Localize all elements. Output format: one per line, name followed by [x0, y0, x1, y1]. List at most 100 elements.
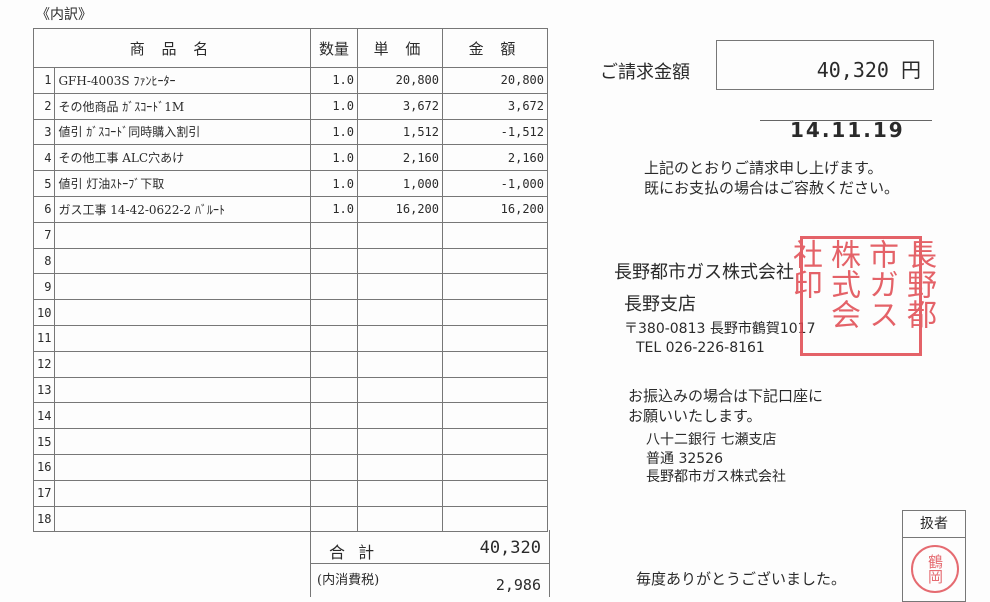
- row-number: 16: [32, 453, 56, 481]
- item-amount: 3,672: [442, 92, 548, 120]
- item-name: [54, 479, 311, 507]
- item-name: [54, 247, 311, 275]
- item-amount: [442, 273, 548, 301]
- row-number: 4: [32, 144, 56, 172]
- item-price: [357, 247, 443, 275]
- tel: TEL 026-226-8161: [636, 340, 765, 356]
- row-number: 5: [32, 170, 56, 197]
- bank-name: 八十二銀行 七瀬支店: [646, 432, 777, 448]
- row-number: 14: [32, 402, 56, 430]
- item-qty: [310, 221, 358, 249]
- item-price: [357, 221, 443, 249]
- item-qty: 1.0: [310, 67, 358, 94]
- item-amount: -1,000: [442, 170, 548, 197]
- table-row: 3 値引 ｶﾞｽｺｰﾄﾞ同時購入割引 1.0 1,512 -1,512: [32, 118, 548, 146]
- table-row: 13: [32, 376, 548, 404]
- row-number: 12: [32, 350, 56, 378]
- row-number: 18: [32, 505, 56, 533]
- handler-seal: 鶴岡: [911, 545, 959, 593]
- table-row: 14: [32, 402, 548, 430]
- transfer-line: お願いいたします。: [628, 407, 762, 425]
- item-price: 2,160: [357, 144, 443, 172]
- row-number: 13: [32, 376, 56, 404]
- item-price: [357, 273, 443, 301]
- item-qty: 1.0: [310, 144, 358, 172]
- item-price: 1,512: [357, 118, 443, 146]
- total-label: 合 計: [329, 543, 379, 562]
- item-qty: 1.0: [310, 170, 358, 197]
- table-row: 2 その他商品 ｶﾞｽｺｰﾄﾞ1M 1.0 3,672 3,672: [32, 92, 548, 120]
- message-line: 上記のとおりご請求申し上げます。: [644, 159, 883, 177]
- section-title: 《内訳》: [36, 7, 92, 23]
- item-price: [357, 376, 443, 404]
- table-row: 4 その他工事 ALC穴あけ 1.0 2,160 2,160: [32, 144, 548, 172]
- item-amount: 20,800: [442, 67, 548, 94]
- item-qty: 1.0: [310, 92, 358, 120]
- item-price: [357, 299, 443, 326]
- company-seal: 長野都市ガス株式会社印: [787, 236, 936, 356]
- item-amount: [442, 505, 548, 533]
- item-amount: [442, 324, 548, 352]
- item-amount: [442, 376, 548, 404]
- row-number: 9: [32, 273, 56, 301]
- header-qty: 数量: [310, 28, 358, 68]
- transfer-line: お振込みの場合は下記口座に: [628, 387, 824, 405]
- row-number: 15: [32, 428, 56, 455]
- item-price: [357, 505, 443, 533]
- table-row: 5 値引 灯油ｽﾄｰﾌﾞ下取 1.0 1,000 -1,000: [32, 170, 548, 197]
- row-number: 1: [32, 67, 56, 94]
- table-header: 商 品 名 数量 単 価 金 額: [33, 28, 548, 68]
- item-name: [54, 324, 311, 352]
- detail-table: 商 品 名 数量 単 価 金 額 1 GFH-4003S ﾌｧﾝﾋｰﾀｰ 1.0 20…: [32, 28, 548, 533]
- table-row: 16: [32, 453, 548, 481]
- item-qty: [310, 505, 358, 533]
- invoice-label: ご請求金額: [600, 62, 690, 83]
- closing: 毎度ありがとうございました。: [636, 570, 847, 588]
- item-amount: [442, 221, 548, 249]
- row-number: 8: [32, 247, 56, 275]
- item-price: 20,800: [357, 67, 443, 94]
- header-amount: 金 額: [442, 28, 548, 68]
- item-name: その他工事 ALC穴あけ: [54, 144, 311, 172]
- item-name: [54, 221, 311, 249]
- row-number: 2: [32, 92, 56, 120]
- item-name: [54, 505, 311, 533]
- branch-name: 長野支店: [624, 294, 696, 315]
- item-name: ガス工事 14-42-0622-2 ﾊﾞﾙｰﾄ: [54, 195, 311, 223]
- row-number: 6: [32, 195, 56, 223]
- tax-value: 2,986: [495, 576, 541, 594]
- item-qty: [310, 402, 358, 430]
- item-qty: [310, 453, 358, 481]
- item-name: [54, 350, 311, 378]
- message: 上記のとおりご請求申し上げます。 既にお支払の場合はご容赦ください。: [644, 158, 899, 198]
- item-price: 16,200: [357, 195, 443, 223]
- item-qty: 1.0: [310, 118, 358, 146]
- item-qty: 1.0: [310, 195, 358, 223]
- header-name: 商 品 名: [33, 28, 311, 68]
- table-row: 11: [32, 324, 548, 352]
- row-number: 17: [32, 479, 56, 507]
- item-price: [357, 324, 443, 352]
- item-name: [54, 273, 311, 301]
- table-row: 8: [32, 247, 548, 275]
- item-name: [54, 402, 311, 430]
- item-amount: [442, 428, 548, 455]
- table-row: 17: [32, 479, 548, 507]
- invoice-amount: 40,320 円: [816, 58, 921, 82]
- item-name: [54, 299, 311, 326]
- handler-label: 扱者: [903, 511, 965, 538]
- item-amount: 2,160: [442, 144, 548, 172]
- table-row: 7: [32, 221, 548, 249]
- item-price: [357, 428, 443, 455]
- item-amount: -1,512: [442, 118, 548, 146]
- item-name: その他商品 ｶﾞｽｺｰﾄﾞ1M: [54, 92, 311, 120]
- account-holder: 長野都市ガス株式会社: [646, 469, 786, 485]
- tax-label: (内消費税): [317, 573, 380, 588]
- item-name: 値引 灯油ｽﾄｰﾌﾞ下取: [54, 170, 311, 197]
- invoice-date: 14.11.19: [790, 118, 905, 142]
- item-qty: [310, 247, 358, 275]
- item-amount: [442, 479, 548, 507]
- item-name: [54, 428, 311, 455]
- row-number: 3: [32, 118, 56, 146]
- invoice-amount-box: 40,320 円: [716, 40, 934, 90]
